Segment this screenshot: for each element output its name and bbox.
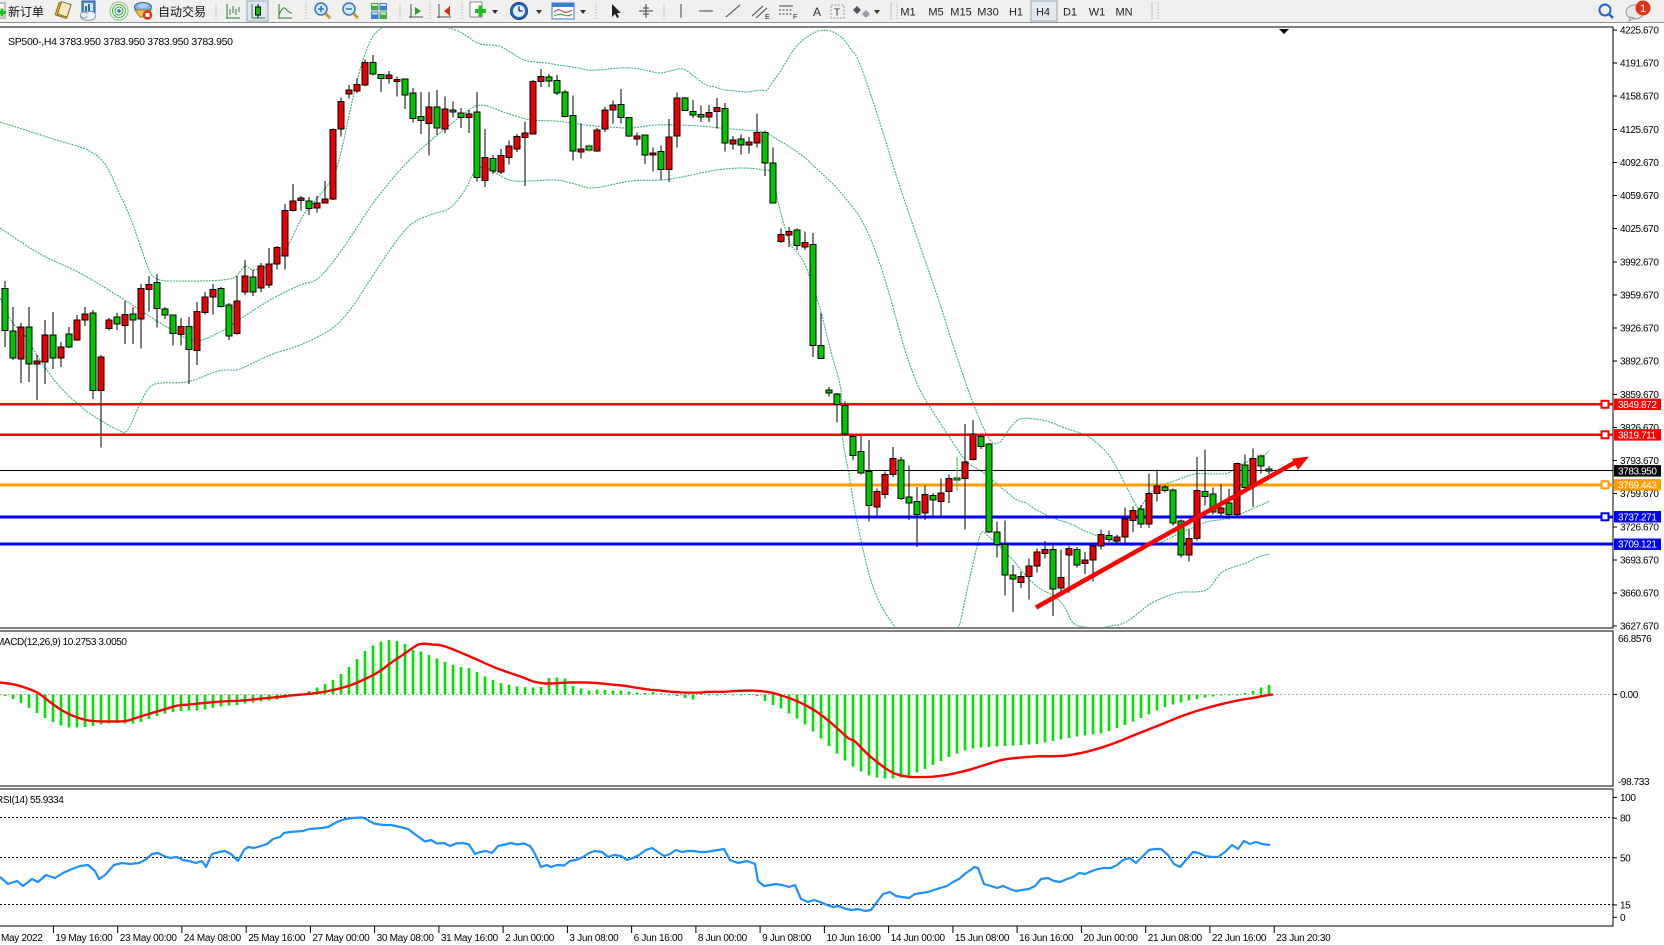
svg-text:M1: M1	[900, 7, 915, 19]
svg-text:M15: M15	[950, 7, 971, 19]
svg-text:24 May 08:00: 24 May 08:00	[184, 933, 242, 944]
svg-text:E: E	[765, 14, 770, 21]
svg-text:4025.670: 4025.670	[1620, 224, 1659, 235]
svg-text:100: 100	[1620, 793, 1636, 804]
svg-text:19 May 16:00: 19 May 16:00	[55, 933, 113, 944]
svg-text:M30: M30	[977, 7, 998, 19]
svg-text:15 Jun 08:00: 15 Jun 08:00	[955, 933, 1010, 944]
svg-text:RSI(14) 55.9334: RSI(14) 55.9334	[0, 795, 64, 806]
svg-text:6 Jun 16:00: 6 Jun 16:00	[634, 933, 684, 944]
svg-text:50: 50	[1620, 853, 1631, 864]
svg-text:16 Jun 16:00: 16 Jun 16:00	[1019, 933, 1074, 944]
svg-text:23 May 00:00: 23 May 00:00	[120, 933, 178, 944]
svg-text:4092.670: 4092.670	[1620, 158, 1659, 169]
svg-text:3849.872: 3849.872	[1618, 400, 1657, 411]
svg-text:3826.670: 3826.670	[1620, 423, 1659, 434]
svg-text:May 2022: May 2022	[1, 933, 43, 944]
svg-text:-98.733: -98.733	[1618, 777, 1650, 788]
svg-text:新订单: 新订单	[8, 4, 44, 19]
svg-text:3627.670: 3627.670	[1620, 622, 1659, 633]
svg-text:66.8576: 66.8576	[1618, 634, 1652, 645]
svg-text:25 May 16:00: 25 May 16:00	[248, 933, 306, 944]
svg-text:31 May 16:00: 31 May 16:00	[441, 933, 499, 944]
svg-text:F: F	[793, 14, 797, 21]
svg-text:1: 1	[1640, 3, 1646, 15]
svg-text:0.00: 0.00	[1620, 690, 1639, 701]
svg-text:3892.670: 3892.670	[1620, 357, 1659, 368]
svg-text:M5: M5	[928, 7, 943, 19]
svg-text:3959.670: 3959.670	[1620, 291, 1659, 302]
svg-text:20 Jun 00:00: 20 Jun 00:00	[1083, 933, 1138, 944]
svg-text:8 Jun 00:00: 8 Jun 00:00	[698, 933, 748, 944]
svg-text:3793.670: 3793.670	[1620, 456, 1659, 467]
svg-text:4191.670: 4191.670	[1620, 59, 1659, 70]
svg-text:W1: W1	[1089, 7, 1106, 19]
svg-text:4125.670: 4125.670	[1620, 125, 1659, 136]
svg-text:0: 0	[1620, 913, 1626, 924]
svg-text:H1: H1	[1009, 7, 1023, 19]
svg-text:22 Jun 16:00: 22 Jun 16:00	[1212, 933, 1267, 944]
svg-text:4158.670: 4158.670	[1620, 92, 1659, 103]
svg-text:3 Jun 08:00: 3 Jun 08:00	[569, 933, 619, 944]
svg-text:4059.670: 4059.670	[1620, 191, 1659, 202]
svg-text:10 Jun 16:00: 10 Jun 16:00	[826, 933, 881, 944]
svg-text:MN: MN	[1115, 7, 1132, 19]
svg-text:T: T	[834, 8, 840, 19]
svg-text:3709.121: 3709.121	[1618, 540, 1657, 551]
svg-text:3859.670: 3859.670	[1620, 390, 1659, 401]
svg-text:3819.711: 3819.711	[1618, 430, 1657, 441]
svg-text:SP500-,H4 3783.950 3783.950 3: SP500-,H4 3783.950 3783.950 3783.950 378…	[8, 36, 233, 48]
svg-text:3660.670: 3660.670	[1620, 589, 1659, 600]
svg-text:自动交易: 自动交易	[158, 4, 206, 19]
svg-text:D1: D1	[1063, 7, 1077, 19]
svg-text:MACD(12,26,9) 10.2753 3.0050: MACD(12,26,9) 10.2753 3.0050	[0, 637, 127, 648]
svg-text:H4: H4	[1036, 7, 1050, 19]
svg-text:3992.670: 3992.670	[1620, 257, 1659, 268]
svg-text:27 May 00:00: 27 May 00:00	[312, 933, 370, 944]
svg-text:3693.670: 3693.670	[1620, 555, 1659, 566]
svg-text:9 Jun 08:00: 9 Jun 08:00	[762, 933, 812, 944]
svg-text:2 Jun 00:00: 2 Jun 00:00	[505, 933, 555, 944]
svg-text:14 Jun 00:00: 14 Jun 00:00	[891, 933, 946, 944]
svg-text:3769.443: 3769.443	[1618, 480, 1657, 491]
svg-text:3726.670: 3726.670	[1620, 522, 1659, 533]
svg-text:3926.670: 3926.670	[1620, 324, 1659, 335]
svg-text:4225.670: 4225.670	[1620, 26, 1659, 37]
svg-text:30 May 08:00: 30 May 08:00	[377, 933, 435, 944]
svg-text:3783.950: 3783.950	[1618, 466, 1657, 477]
svg-text:3737.271: 3737.271	[1618, 512, 1657, 523]
svg-text:3759.670: 3759.670	[1620, 489, 1659, 500]
svg-text:A: A	[813, 5, 821, 19]
svg-text:21 Jun 08:00: 21 Jun 08:00	[1148, 933, 1203, 944]
svg-text:23 Jun 20:30: 23 Jun 20:30	[1276, 933, 1331, 944]
svg-text:15: 15	[1620, 900, 1631, 911]
svg-text:80: 80	[1620, 814, 1631, 825]
